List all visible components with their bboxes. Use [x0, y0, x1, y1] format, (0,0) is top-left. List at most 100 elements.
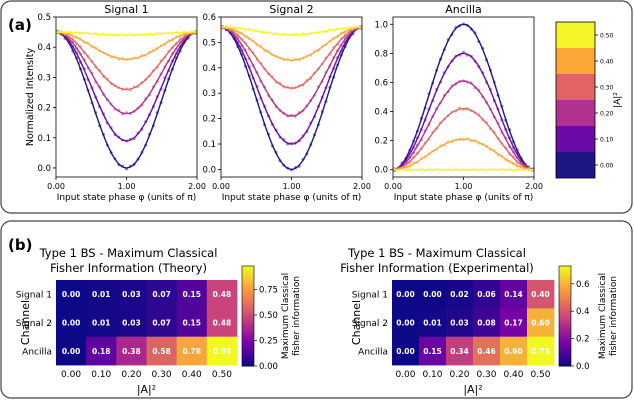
- data-point: [305, 78, 309, 82]
- data-point: [155, 31, 159, 35]
- data-point: [90, 101, 94, 105]
- heatmap-col-label: 0.50: [212, 370, 232, 380]
- heatmap-cell: [116, 280, 147, 309]
- colorbar-gradient-slice: [559, 306, 571, 309]
- data-point: [128, 32, 132, 36]
- data-point: [462, 79, 465, 83]
- colorbar-gradient-slice: [242, 268, 254, 272]
- heatmap-cell: [86, 280, 117, 309]
- colorbar-gradient-slice: [559, 343, 571, 347]
- data-point: [515, 156, 519, 160]
- data-point: [301, 109, 305, 113]
- data-point: [446, 167, 450, 171]
- data-point: [98, 85, 102, 89]
- data-point: [435, 107, 439, 111]
- data-point: [465, 137, 469, 140]
- data-point: [282, 58, 286, 62]
- data-point: [473, 86, 477, 90]
- data-point: [481, 118, 485, 122]
- data-point: [313, 115, 316, 119]
- data-point: [500, 131, 504, 134]
- heatmap-cell-value: 0.00: [62, 319, 81, 328]
- data-point: [427, 167, 431, 171]
- heatmap-cell-value: 0.17: [504, 319, 523, 328]
- data-point: [488, 87, 492, 91]
- data-point: [297, 58, 301, 62]
- data-point: [163, 76, 167, 80]
- data-point: [136, 56, 140, 60]
- data-point: [313, 133, 316, 137]
- colorbar-gradient-slice: [242, 338, 254, 342]
- data-point: [301, 56, 305, 60]
- data-point: [232, 26, 236, 30]
- data-point: [435, 87, 439, 91]
- data-point: [94, 80, 98, 84]
- data-point: [305, 33, 309, 37]
- colorbar-gradient-slice: [559, 333, 571, 337]
- data-point: [220, 24, 224, 28]
- data-point: [232, 35, 236, 39]
- data-point: [462, 108, 465, 111]
- colorbar-gradient-slice: [559, 293, 571, 297]
- x-tick-label: 1.00: [283, 182, 301, 191]
- data-point: [282, 85, 286, 89]
- data-point: [477, 169, 481, 173]
- colorbar-gradient-slice: [559, 286, 571, 289]
- data-point: [511, 146, 515, 150]
- heatmap-x-axis-label: |A|²: [137, 383, 156, 396]
- data-point: [336, 35, 340, 39]
- data-point: [86, 54, 90, 58]
- heatmap-cell-value: 0.34: [450, 347, 469, 356]
- colorbar-gradient-slice: [242, 323, 254, 327]
- data-point: [477, 141, 481, 145]
- data-point: [182, 29, 186, 33]
- colorbar-gradient-slice: [242, 306, 254, 309]
- y-tick-label: 1.0: [374, 20, 388, 30]
- data-point: [278, 159, 282, 163]
- data-point: [469, 54, 473, 58]
- data-point: [504, 158, 508, 162]
- data-point: [332, 29, 336, 33]
- heatmap-colorbar-tick-label: 0.6: [576, 280, 590, 290]
- y-tick-label: 0.5: [202, 38, 216, 48]
- data-point: [255, 57, 259, 61]
- heatmap-colorbar-label-line1: Maximum Classical: [598, 273, 608, 359]
- data-point: [339, 27, 343, 31]
- data-point: [194, 30, 198, 34]
- data-point: [293, 114, 297, 118]
- data-point: [71, 32, 75, 35]
- data-point: [473, 31, 477, 35]
- data-point: [132, 34, 136, 38]
- colorbar-gradient-slice: [242, 286, 254, 289]
- heatmap-cell-value: 0.07: [152, 319, 171, 328]
- data-point: [159, 87, 163, 91]
- data-point: [435, 167, 439, 171]
- data-point: [282, 138, 286, 142]
- data-point: [174, 47, 178, 51]
- data-point: [435, 148, 439, 152]
- x-tick-label: 0.00: [384, 182, 402, 191]
- data-point: [435, 127, 439, 131]
- data-point: [63, 31, 67, 35]
- data-point: [500, 154, 504, 158]
- data-point: [117, 135, 121, 139]
- colorbar-gradient-slice: [559, 328, 571, 332]
- data-point: [293, 32, 297, 36]
- data-point: [332, 67, 336, 71]
- x-axis-label: Input state phase φ (units of π): [394, 193, 534, 203]
- data-point: [412, 161, 416, 165]
- data-point: [290, 33, 293, 37]
- y-tick-label: 0.3: [202, 89, 216, 99]
- heatmap-colorbar-label-line1: Maximum Classical: [281, 273, 291, 359]
- data-point: [293, 166, 297, 169]
- data-point: [431, 149, 435, 153]
- data-point: [423, 169, 427, 173]
- data-point: [324, 43, 328, 47]
- heatmap-x-axis-label: |A|²: [463, 383, 482, 396]
- heatmap-cell: [56, 336, 87, 366]
- colorbar-gradient-slice: [242, 311, 254, 314]
- data-point: [343, 36, 347, 40]
- data-point: [121, 112, 125, 116]
